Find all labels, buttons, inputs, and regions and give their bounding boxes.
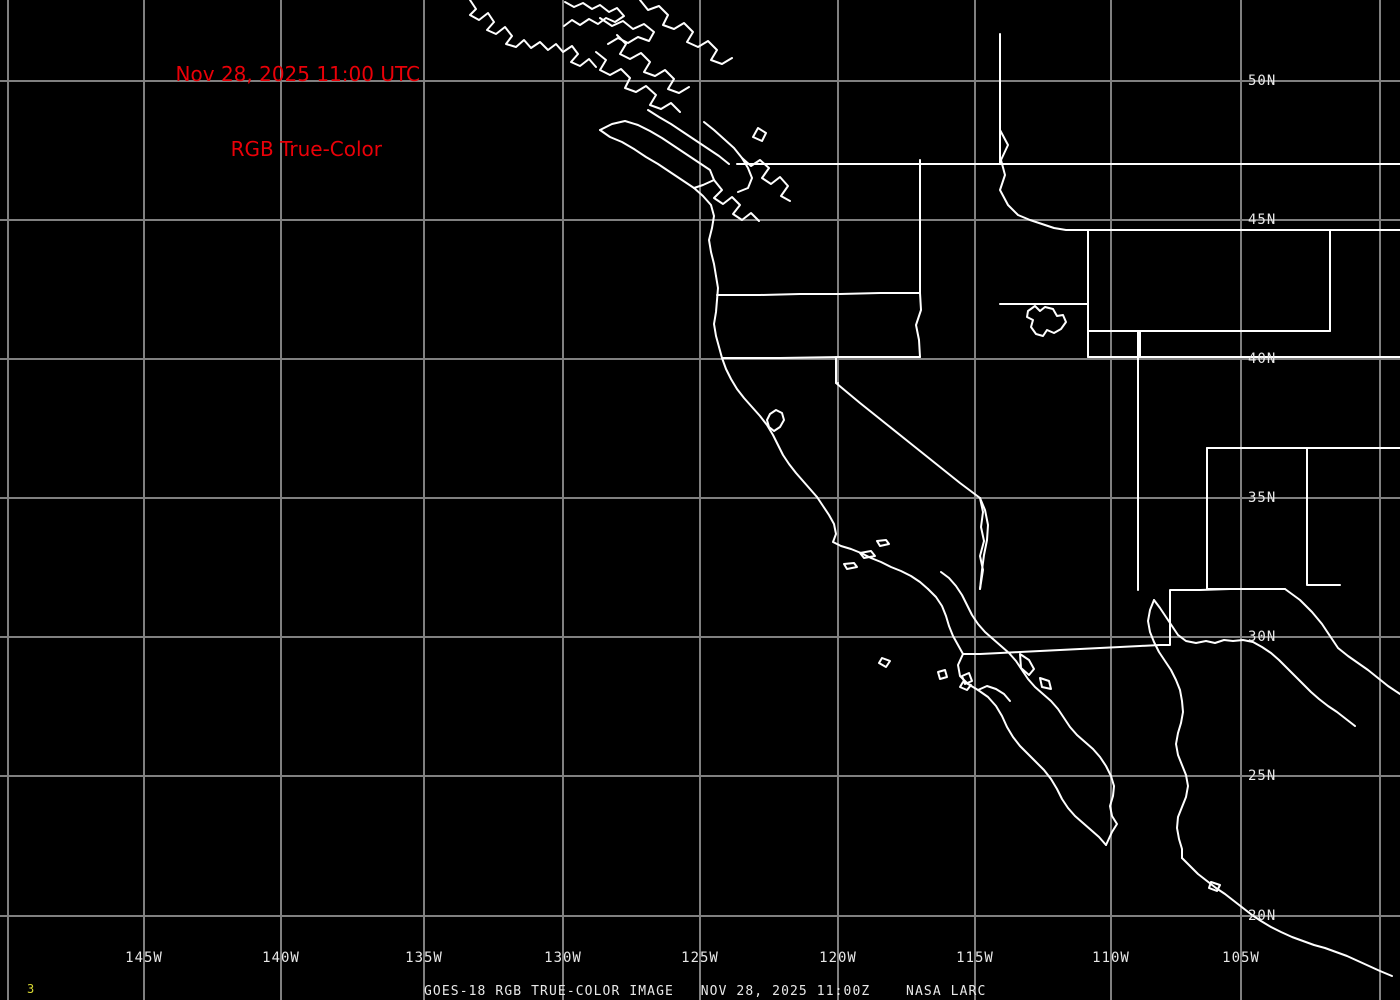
- lon-label-130W: 130W: [544, 950, 582, 966]
- coast-bc-channel-complex: [616, 34, 690, 94]
- coast-puget-sound-north: [713, 179, 760, 222]
- lon-label-145W: 145W: [125, 950, 163, 966]
- coast-pacific-northwest: [713, 275, 818, 498]
- coast-nayarit-jalisco: [1181, 857, 1393, 977]
- island-san-miguel: [876, 539, 890, 547]
- lat-label-25N: 25N: [1248, 768, 1277, 784]
- coast-san-juan-islands: [752, 127, 767, 142]
- island-angel-de-la-guarda: [1019, 653, 1035, 676]
- footer-caption: GOES-18 RGB TRUE-COLOR IMAGE NOV 28, 202…: [424, 984, 987, 999]
- border-nm-tx-east: [1306, 447, 1341, 586]
- lat-label-20N: 20N: [1248, 908, 1277, 924]
- coast-haida-gwaii-north: [563, 1, 625, 27]
- lat-label-40N: 40N: [1248, 351, 1277, 367]
- coast-johnstone-strait: [647, 109, 730, 165]
- coast-bc-mainland-fjords: [639, 0, 733, 65]
- island-cedros: [961, 672, 973, 685]
- lon-label-110W: 110W: [1092, 950, 1130, 966]
- island-guadalupe: [937, 669, 948, 680]
- border-or-id: [915, 292, 922, 358]
- island-santa-cruz: [843, 562, 858, 570]
- river-colorado-lower: [979, 497, 985, 590]
- island-santa-catalina: [878, 657, 891, 668]
- lon-label-120W: 120W: [819, 950, 857, 966]
- great-salt-lake: [1026, 305, 1067, 337]
- coast-sonora-sinaloa: [1153, 599, 1356, 727]
- coast-queen-charlotte-strait: [595, 51, 681, 113]
- border-ca-nv-diagonal: [835, 382, 981, 499]
- island-tiburon: [1039, 677, 1052, 690]
- lat-label-35N: 35N: [1248, 490, 1277, 506]
- island-marias: [1208, 881, 1221, 892]
- corner-index-label: 3: [27, 982, 35, 996]
- coast-baja-pacific: [957, 653, 1107, 846]
- lat-label-45N: 45N: [1248, 212, 1277, 228]
- coast-california-central: [816, 496, 929, 590]
- lon-label-105W: 105W: [1222, 950, 1260, 966]
- lon-label-125W: 125W: [681, 950, 719, 966]
- lat-label-30N: 30N: [1248, 629, 1277, 645]
- border-id-mt-divide: [999, 129, 1089, 231]
- island-santa-rosa: [859, 550, 876, 559]
- coast-southeast-alaska: [469, 0, 597, 68]
- coast-gulf-california-east: [1147, 599, 1189, 859]
- map-overlay-layer: [469, 0, 1400, 977]
- lon-label-115W: 115W: [956, 950, 994, 966]
- border-nm-tx: [1206, 447, 1286, 590]
- coast-baja-gulf-side: [940, 571, 1118, 846]
- lon-label-140W: 140W: [262, 950, 300, 966]
- coast-southern-california: [927, 588, 964, 655]
- border-ut-wy-notch: [1087, 289, 1141, 358]
- coast-olympic-peninsula: [693, 187, 717, 277]
- coast-vancouver-island-west: [599, 129, 695, 189]
- lat-label-50N: 50N: [1248, 73, 1277, 89]
- lake-tahoe: [766, 409, 785, 432]
- lon-label-135W: 135W: [405, 950, 443, 966]
- border-wa-or: [716, 292, 921, 296]
- coast-bahia-sebastian-vizcaino: [977, 685, 1011, 702]
- border-or-ca-nv: [721, 356, 921, 359]
